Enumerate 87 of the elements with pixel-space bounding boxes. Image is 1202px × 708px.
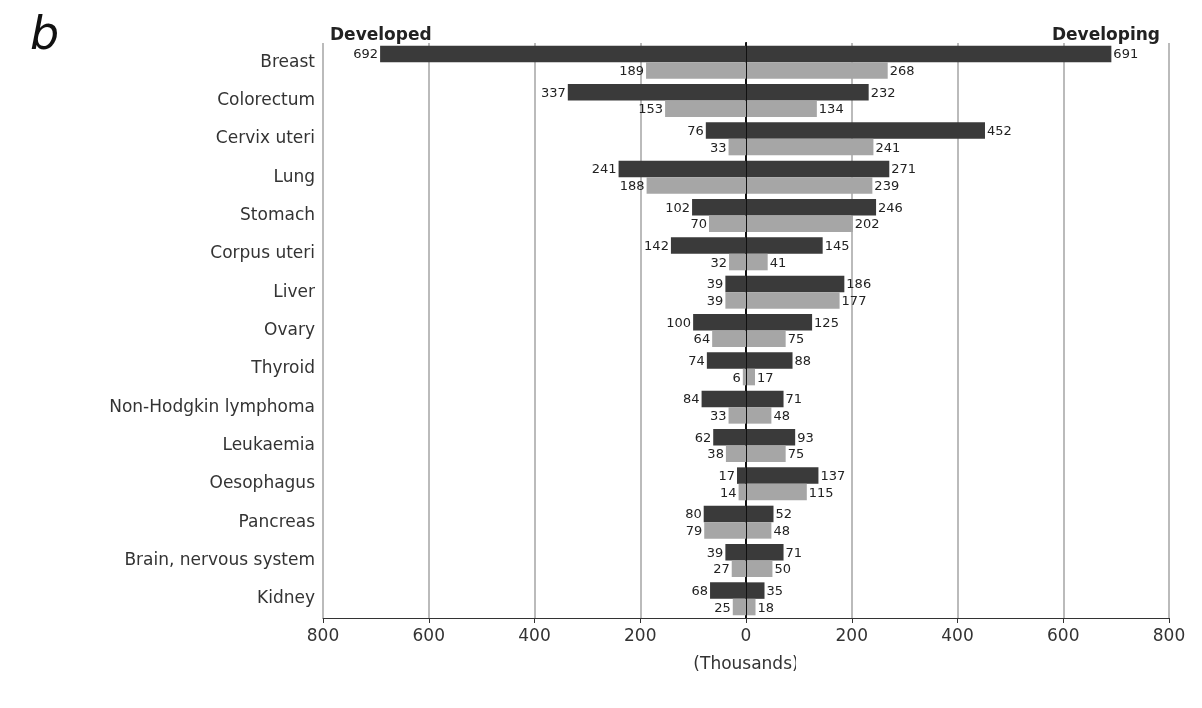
x-tick-label: 800 — [306, 624, 340, 645]
data-label: 691 — [1113, 46, 1139, 62]
data-label: 39 — [706, 544, 724, 560]
data-label: 70 — [690, 216, 707, 232]
x-tick-label: 200 — [835, 624, 868, 645]
data-label: 71 — [785, 544, 803, 560]
data-label: 33 — [710, 407, 727, 423]
data-label: 142 — [644, 238, 669, 254]
data-label: 246 — [878, 199, 903, 215]
data-label: 18 — [757, 599, 775, 615]
data-label: 17 — [756, 369, 774, 385]
y-tick-label: Brain, nervous system — [124, 549, 316, 569]
data-label: 52 — [775, 506, 793, 522]
y-tick-label: Breast — [260, 50, 316, 71]
data-label: 75 — [787, 331, 805, 347]
y-tick-label: Kidney — [257, 587, 316, 608]
data-label: 64 — [693, 331, 711, 347]
text: b — [30, 6, 60, 60]
x-tick-label: 200 — [624, 624, 657, 645]
data-label: 25 — [714, 599, 731, 615]
data-label: 41 — [769, 254, 787, 270]
y-tick-label: Colorectum — [217, 89, 316, 109]
x-tick-label: 400 — [941, 624, 974, 645]
x-tick-label: 0 — [740, 624, 752, 645]
data-label: 48 — [773, 407, 790, 423]
y-tick-label: Stomach — [240, 204, 316, 224]
y-tick-label: Pancreas — [238, 510, 316, 531]
data-label: 241 — [591, 161, 617, 177]
data-label: 17 — [718, 468, 736, 484]
data-label: 88 — [794, 353, 812, 369]
data-label: 100 — [666, 314, 692, 330]
data-label: 80 — [685, 506, 702, 522]
data-label: 177 — [841, 292, 867, 308]
x-tick-label: 600 — [412, 624, 445, 645]
data-label: 33 — [710, 139, 727, 155]
y-tick-label: Leukaemia — [222, 434, 315, 454]
data-label: 202 — [854, 216, 880, 232]
data-label: 239 — [874, 177, 900, 193]
x-tick-label: 800 — [1152, 624, 1186, 645]
y-tick-label: Thyroid — [250, 357, 315, 378]
y-tick-label: Ovary — [264, 319, 316, 339]
x-tick-label: 400 — [518, 624, 551, 645]
data-label: 241 — [875, 139, 901, 155]
y-tick-label: Lung — [273, 165, 315, 186]
data-label: 74 — [688, 353, 705, 369]
data-label: 50 — [774, 561, 791, 577]
chart-title: Developed — [330, 23, 432, 44]
data-label: 27 — [713, 561, 730, 577]
data-label: 186 — [846, 276, 872, 292]
data-label: 68 — [691, 583, 709, 599]
data-label: 102 — [665, 199, 691, 215]
data-label: 75 — [787, 446, 805, 462]
data-label: 115 — [808, 484, 834, 500]
data-label: 189 — [619, 62, 645, 78]
data-label: 145 — [824, 238, 850, 254]
data-label: 137 — [820, 468, 846, 484]
data-label: 271 — [891, 161, 917, 177]
data-label: 188 — [619, 177, 645, 193]
data-label: 268 — [889, 62, 915, 78]
data-label: 39 — [706, 292, 724, 308]
data-label: 337 — [540, 84, 566, 100]
data-label: 692 — [353, 46, 379, 62]
data-label: 62 — [694, 429, 712, 445]
data-label: 6 — [732, 369, 741, 385]
data-label: 32 — [710, 254, 728, 270]
data-label: 35 — [766, 583, 784, 599]
data-label: 14 — [720, 484, 737, 500]
data-label: 38 — [707, 446, 724, 462]
data-label: 125 — [814, 314, 839, 330]
data-label: 71 — [785, 391, 803, 407]
y-tick-label: Corpus uteri — [210, 242, 316, 263]
y-tick-label: Oesophagus — [209, 472, 316, 493]
data-label: 39 — [706, 276, 724, 292]
y-tick-label: Cervix uteri — [215, 127, 316, 148]
data-label: 153 — [638, 101, 664, 117]
data-label: 232 — [870, 84, 896, 100]
x-tick-label: 600 — [1047, 624, 1080, 645]
data-label: 48 — [773, 522, 790, 538]
data-label: 134 — [818, 101, 844, 117]
data-label: 76 — [687, 123, 704, 139]
data-label: 93 — [797, 429, 814, 445]
chart-title: Developing — [1051, 23, 1160, 44]
data-label: 79 — [685, 522, 703, 538]
y-tick-label: Non-Hodgkin lymphoma — [109, 395, 315, 416]
data-label: 84 — [683, 391, 700, 407]
data-label: 452 — [986, 123, 1012, 139]
y-tick-label: Liver — [273, 280, 316, 301]
